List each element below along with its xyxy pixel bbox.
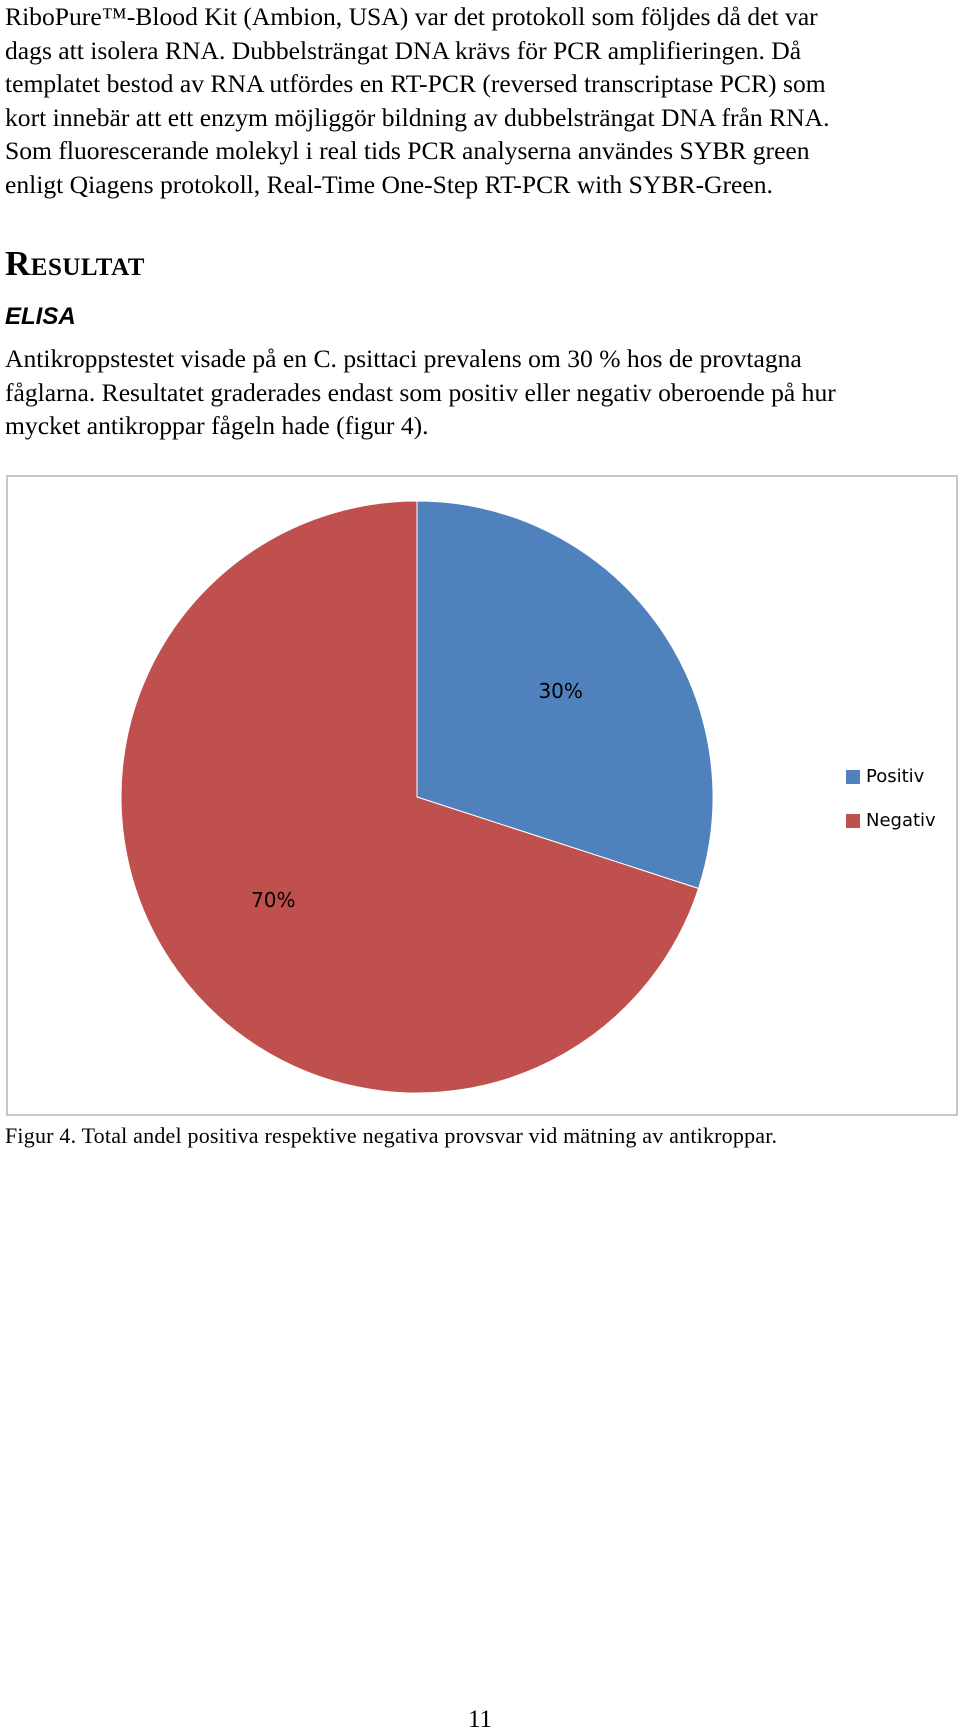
pie-chart: 30% 70% Positiv Negativ <box>120 500 936 1094</box>
pie-slice-negativ <box>120 500 700 1094</box>
intro-paragraph: RiboPure™-Blood Kit (Ambion, USA) var de… <box>5 0 960 201</box>
pie-data-label-positiv: 30% <box>538 679 582 703</box>
pie-data-label-negativ: 70% <box>251 888 295 912</box>
figure-caption: Figur 4. Total andel positiva respektive… <box>5 1123 778 1148</box>
pie-chart-frame: 30% 70% Positiv Negativ <box>6 475 958 1116</box>
legend-swatch-negativ <box>846 814 860 828</box>
text-line: RiboPure™-Blood Kit (Ambion, USA) var de… <box>5 2 818 31</box>
text-line: Som fluorescerande molekyl i real tids P… <box>5 136 810 165</box>
text-line: fåglarna. Resultatet graderades endast s… <box>5 377 836 407</box>
section-heading: Resultat <box>5 244 145 283</box>
legend-label-negativ: Negativ <box>866 810 936 831</box>
text-line: kort innebär att ett enzym möjliggör bil… <box>5 102 830 132</box>
pie-slice-positiv <box>416 500 714 890</box>
subsection-heading: ELISA <box>5 303 76 330</box>
page-number: 11 <box>467 1706 493 1733</box>
text-line: enligt Qiagens protokoll, Real-Time One-… <box>5 169 773 199</box>
legend-swatch-positiv <box>846 770 860 784</box>
legend-label-positiv: Positiv <box>866 766 925 787</box>
text-line: templatet bestod av RNA utfördes en RT-P… <box>5 69 826 98</box>
text-line: Antikroppstestet visade på en C. psittac… <box>5 344 802 373</box>
text-line: mycket antikroppar fågeln hade (figur 4)… <box>5 411 429 440</box>
text-line: dags att isolera RNA. Dubbelsträngat DNA… <box>5 35 802 65</box>
result-paragraph: Antikroppstestet visade på en C. psittac… <box>5 342 960 443</box>
